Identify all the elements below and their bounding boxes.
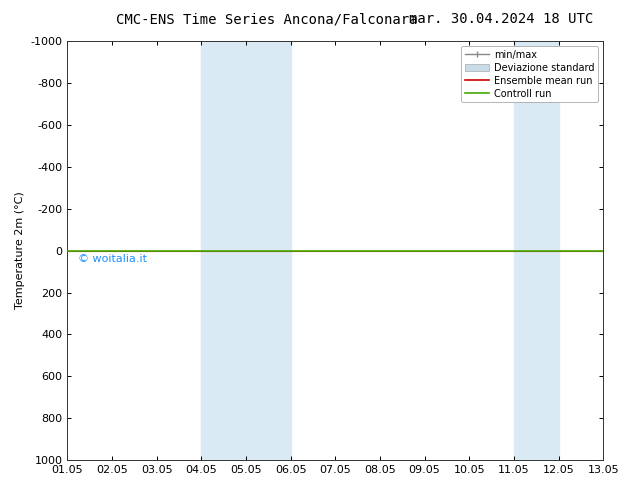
Y-axis label: Temperature 2m (°C): Temperature 2m (°C) [15, 192, 25, 310]
Bar [202, 41, 290, 460]
Bar [514, 41, 559, 460]
Legend: min/max, Deviazione standard, Ensemble mean run, Controll run: min/max, Deviazione standard, Ensemble m… [461, 46, 598, 102]
Text: mar. 30.04.2024 18 UTC: mar. 30.04.2024 18 UTC [409, 12, 593, 26]
Text: © woitalia.it: © woitalia.it [78, 254, 147, 264]
Text: CMC-ENS Time Series Ancona/Falconara: CMC-ENS Time Series Ancona/Falconara [115, 12, 417, 26]
